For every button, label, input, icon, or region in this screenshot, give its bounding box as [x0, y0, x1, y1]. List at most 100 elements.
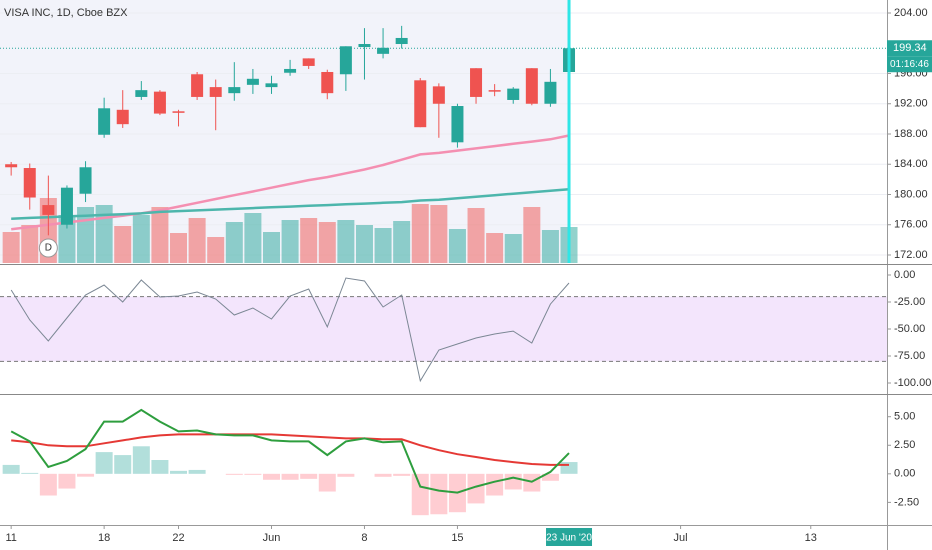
histogram-bar: [114, 455, 132, 474]
x-tick-label: 8: [361, 532, 367, 544]
volume-bar: [225, 222, 243, 263]
histogram-bar: [430, 473, 448, 515]
candle-body: [79, 167, 92, 194]
indicator-line: [10, 277, 570, 383]
candle-body: [488, 90, 501, 92]
histogram-bar: [151, 460, 169, 474]
volume-bar: [355, 225, 373, 263]
volume-bar: [318, 222, 336, 263]
event-marker-label: D: [45, 243, 52, 254]
candle-body: [116, 109, 129, 125]
volume-bar: [170, 233, 188, 263]
histogram-bar: [21, 472, 39, 474]
histogram-bar: [225, 473, 243, 475]
histogram-bar: [486, 473, 504, 496]
candle-body: [228, 87, 241, 94]
volume-bar: [21, 225, 39, 263]
volume-bar: [132, 215, 150, 263]
candle-body: [135, 90, 148, 97]
volume-bar: [541, 230, 559, 263]
volume-bar: [504, 234, 522, 263]
candle-body: [414, 80, 427, 128]
y-tick-label: 0.00: [894, 269, 915, 281]
signal-line: [11, 433, 569, 466]
y-tick-label: 0.00: [894, 468, 915, 480]
candle-body: [265, 83, 278, 88]
x-tick-label: 22: [172, 532, 184, 544]
y-tick-label: -25.00: [894, 296, 925, 308]
last-price-box: [887, 40, 932, 57]
candle-body: [339, 46, 352, 75]
histogram-bar: [170, 470, 188, 474]
histogram-bar: [2, 464, 20, 474]
volume-bar: [2, 232, 20, 263]
volume-bar: [151, 207, 169, 263]
candle-body: [172, 111, 185, 113]
volume-bar: [467, 208, 485, 263]
volume-bar: [337, 220, 355, 263]
candle-body: [42, 205, 55, 215]
histogram-bar: [244, 473, 262, 475]
volume-bar: [448, 229, 466, 263]
cursor-label: 23 Jun '20: [546, 533, 592, 544]
candle-body: [432, 86, 445, 104]
y-tick-label: 5.00: [894, 411, 915, 423]
y-tick-label: 192.00: [894, 98, 928, 110]
candle-body: [153, 91, 166, 114]
candle-body: [284, 68, 297, 73]
volume-bar: [244, 213, 262, 263]
cursor-label-box: [546, 528, 593, 546]
volume-bar: [300, 218, 318, 263]
y-tick-label: 2.50: [894, 439, 915, 451]
volume-bar: [393, 221, 411, 263]
histogram-bar: [504, 473, 522, 490]
volume-bar: [281, 220, 299, 263]
volume-bar: [374, 228, 392, 263]
candle-body: [209, 87, 222, 97]
x-tick-label: 13: [805, 532, 817, 544]
candle-body: [544, 81, 557, 104]
candle-body: [377, 47, 390, 54]
volume-bar: [411, 204, 429, 263]
candle-body: [525, 68, 538, 104]
macd-line: [10, 408, 570, 494]
y-tick-label: 188.00: [894, 128, 928, 140]
y-tick-label: 204.00: [894, 7, 928, 19]
x-tick-label: 18: [98, 532, 110, 544]
moving-average: [11, 187, 570, 220]
x-tick-label: 15: [451, 532, 463, 544]
countdown-box: [887, 56, 932, 73]
histogram-bar: [132, 446, 150, 474]
candle-body: [358, 44, 371, 48]
volume-bar: [430, 205, 448, 263]
histogram-bar: [281, 473, 299, 480]
histogram-bar: [39, 473, 57, 496]
last-price-label: 199.34: [893, 42, 927, 54]
candle-body: [395, 37, 408, 45]
histogram-bar: [393, 473, 411, 476]
histogram-bar: [374, 473, 392, 477]
volume-bar: [114, 226, 132, 263]
volume-bar: [486, 233, 504, 263]
x-tick-label: 11: [5, 532, 16, 544]
histogram-bar: [188, 469, 206, 474]
volume-bar: [207, 237, 225, 263]
y-tick-label: -75.00: [894, 350, 925, 362]
candle-body: [23, 168, 36, 198]
histogram-bar: [467, 473, 485, 504]
candle-body: [507, 88, 520, 100]
y-tick-label: 184.00: [894, 158, 928, 170]
histogram-bar: [541, 473, 559, 481]
chart-title: VISA INC, 1D, Cboe BZX: [4, 7, 128, 19]
y-tick-label: -50.00: [894, 323, 925, 335]
y-tick-label: 172.00: [894, 249, 928, 261]
volume-bar: [523, 207, 541, 263]
volume-bar: [262, 232, 280, 263]
countdown-label: 01:16:46: [890, 59, 929, 70]
band: [0, 296, 887, 362]
candle-body: [470, 68, 483, 97]
candle-body: [302, 58, 315, 66]
histogram-bar: [300, 473, 318, 479]
histogram-bar: [262, 473, 280, 480]
